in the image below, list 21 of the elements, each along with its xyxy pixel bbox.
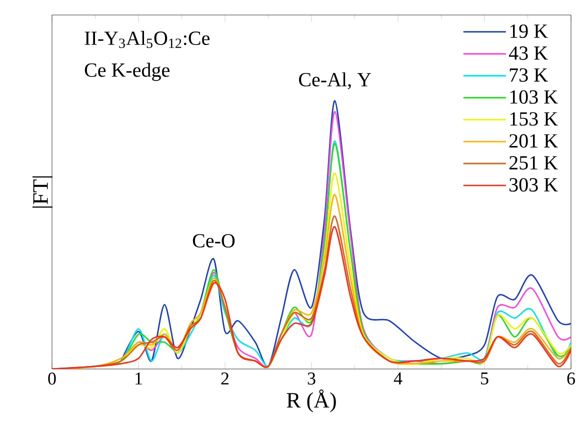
text: II-Y$_{3}$Al$_{5}$O$_{12}$:Ce [84, 30, 210, 48]
x-tick-label: 6 [567, 372, 575, 385]
x-axis-title: R (Å) [286, 389, 336, 412]
legend-label: 73 K [510, 68, 548, 82]
annotation: Ce-Al, Y [299, 72, 372, 90]
annotation: Ce-O [192, 234, 235, 248]
legend-label: 251 K [509, 156, 558, 170]
x-tick-label: 5 [481, 372, 488, 384]
legend-label: 43 K [508, 46, 548, 60]
x-tick-label: 4 [394, 372, 402, 384]
x-tick-label: 3 [308, 372, 316, 385]
legend-label: 19 K [510, 24, 548, 38]
legend-label: 201 K [509, 134, 558, 148]
legend-label: 103 K [510, 90, 558, 104]
x-tick-label: 2 [221, 372, 228, 384]
legend-label: 153 K [510, 112, 558, 126]
legend-label: 303 K [510, 178, 558, 192]
x-tick-label: 0 [48, 372, 56, 385]
y-axis-title: |FT| [32, 176, 52, 208]
x-tick-label: 1 [136, 372, 142, 384]
text: Ce K-edge [84, 62, 170, 81]
